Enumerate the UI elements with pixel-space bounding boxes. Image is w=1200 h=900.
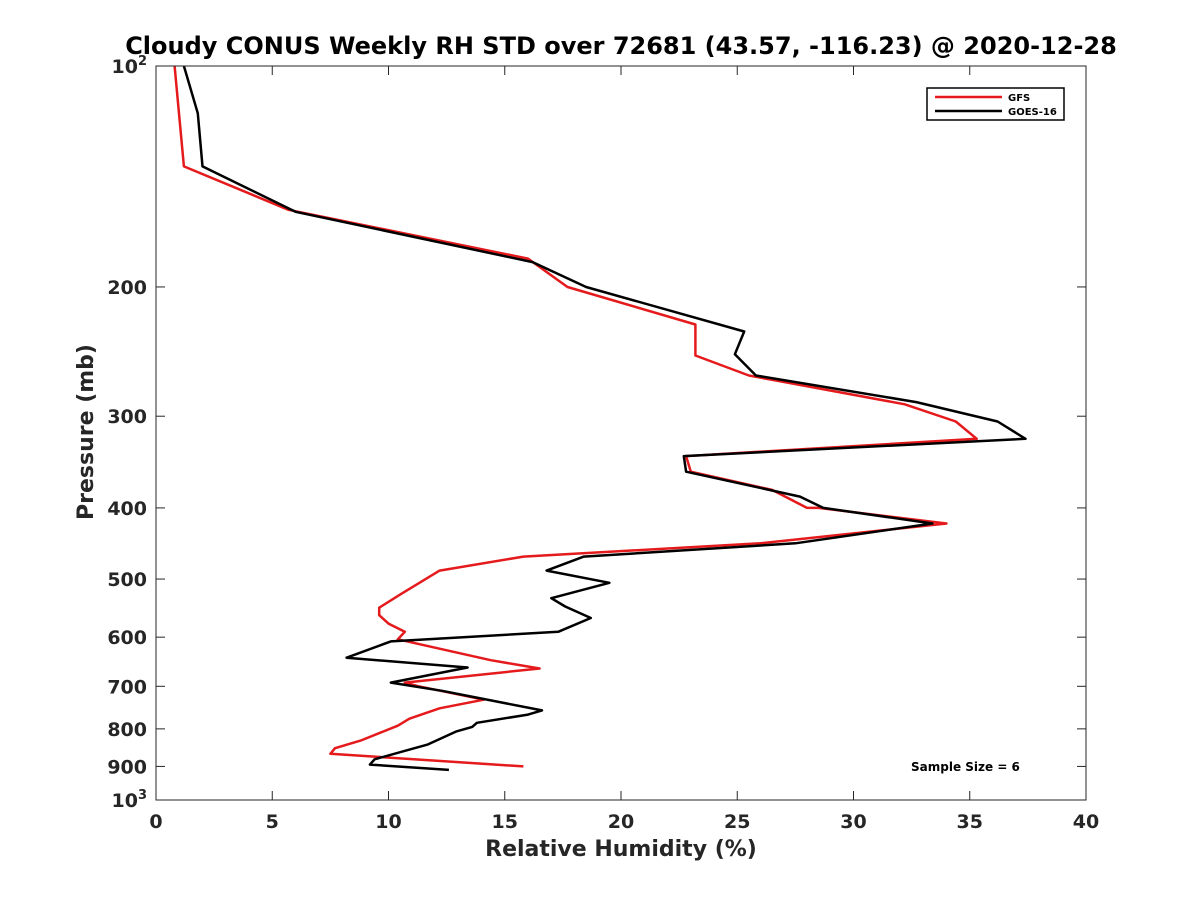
plot-frame [155, 65, 1087, 801]
x-tick-label: 10 [375, 811, 401, 833]
y-axis-label: Pressure (mb) [74, 344, 99, 520]
x-tick-label: 40 [1073, 811, 1099, 833]
x-tick-label: 20 [608, 811, 634, 833]
legend: GFS GOES-16 [926, 87, 1065, 121]
y-tick-label: 800 [107, 719, 147, 741]
y-tick-label: 300 [107, 406, 147, 428]
series-lines [173, 65, 1027, 772]
x-tick-label: 25 [724, 811, 750, 833]
x-axis-label: Relative Humidity (%) [485, 837, 757, 862]
x-tick-label: 35 [957, 811, 983, 833]
x-tick-label: 30 [840, 811, 866, 833]
y-tick-label: 900 [107, 756, 147, 778]
y-tick-label: 700 [107, 676, 147, 698]
y-tick-label: 200 [107, 277, 147, 299]
x-tick-label: 0 [149, 811, 162, 833]
x-axis: 0 5 10 15 20 25 30 35 40 [149, 66, 1099, 833]
y-tick-label: 500 [107, 569, 147, 591]
chart-title: Cloudy CONUS Weekly RH STD over 72681 (4… [125, 32, 1117, 60]
x-tick-label: 5 [266, 811, 279, 833]
y-tick-label: 400 [107, 498, 147, 520]
series-line-gfs [173, 65, 978, 768]
legend-box [926, 87, 1065, 121]
y-axis: 102 200 300 400 500 600 700 800 900 103 [107, 54, 1086, 812]
series-line-goes-16 [182, 65, 1027, 772]
x-tick-label: 15 [492, 811, 518, 833]
y-tick-label: 102 [112, 54, 148, 78]
legend-label-gfs: GFS [1008, 93, 1030, 104]
sample-size-annotation: Sample Size = 6 [911, 760, 1020, 774]
legend-label-goes16: GOES-16 [1008, 107, 1057, 118]
y-tick-label: 600 [107, 627, 147, 649]
y-tick-label: 103 [112, 788, 148, 812]
